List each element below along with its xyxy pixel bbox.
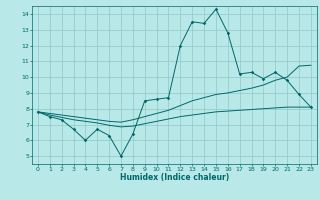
- X-axis label: Humidex (Indice chaleur): Humidex (Indice chaleur): [120, 173, 229, 182]
